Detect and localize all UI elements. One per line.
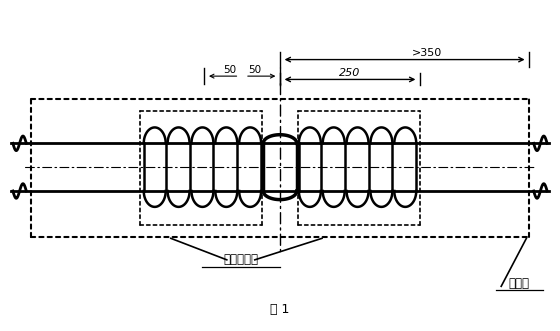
- Text: 绳式加热器: 绳式加热器: [223, 254, 258, 266]
- Text: 50: 50: [248, 65, 261, 75]
- Text: 图 1: 图 1: [270, 303, 290, 316]
- Text: 50: 50: [223, 65, 236, 75]
- Text: 250: 250: [339, 68, 361, 78]
- Text: 保温区: 保温区: [508, 277, 530, 290]
- Text: >350: >350: [412, 48, 442, 58]
